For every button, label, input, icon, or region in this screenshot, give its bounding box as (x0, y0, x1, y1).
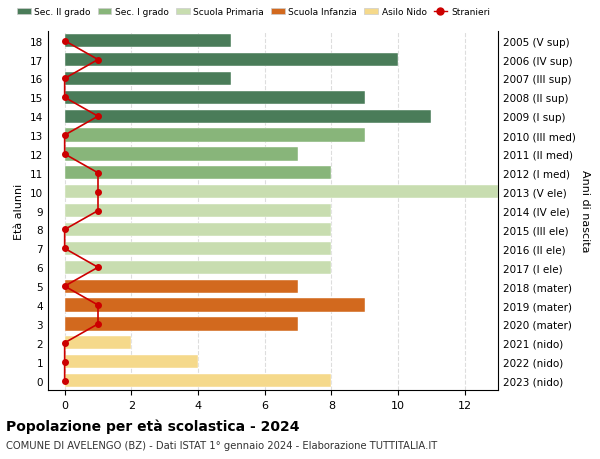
Bar (65, 242, 331, 255)
Text: COMUNE DI AVELENGO (BZ) - Dati ISTAT 1° gennaio 2024 - Elaborazione TUTTITALIA.I: COMUNE DI AVELENGO (BZ) - Dati ISTAT 1° … (6, 440, 437, 450)
Bar (65, 73, 232, 86)
Bar (65, 336, 131, 350)
Bar (65, 355, 198, 369)
Bar (65, 205, 331, 218)
Bar (65, 299, 365, 312)
Bar (65, 91, 365, 105)
Bar (65, 280, 298, 293)
Bar (65, 54, 398, 67)
Bar (65, 224, 331, 236)
Y-axis label: Età alunni: Età alunni (14, 183, 25, 239)
Bar (65, 186, 498, 199)
Bar (65, 148, 298, 161)
Bar (65, 129, 365, 142)
Bar (65, 35, 232, 48)
Legend: Sec. II grado, Sec. I grado, Scuola Primaria, Scuola Infanzia, Asilo Nido, Stran: Sec. II grado, Sec. I grado, Scuola Prim… (13, 5, 493, 21)
Bar (65, 318, 298, 331)
Bar (65, 167, 331, 180)
Bar (65, 374, 331, 387)
Bar (65, 261, 331, 274)
Bar (65, 110, 431, 123)
Text: Popolazione per età scolastica - 2024: Popolazione per età scolastica - 2024 (6, 419, 299, 433)
Y-axis label: Anni di nascita: Anni di nascita (580, 170, 590, 252)
